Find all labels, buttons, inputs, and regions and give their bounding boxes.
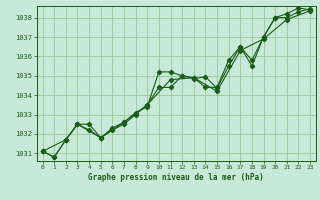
X-axis label: Graphe pression niveau de la mer (hPa): Graphe pression niveau de la mer (hPa) (88, 173, 264, 182)
